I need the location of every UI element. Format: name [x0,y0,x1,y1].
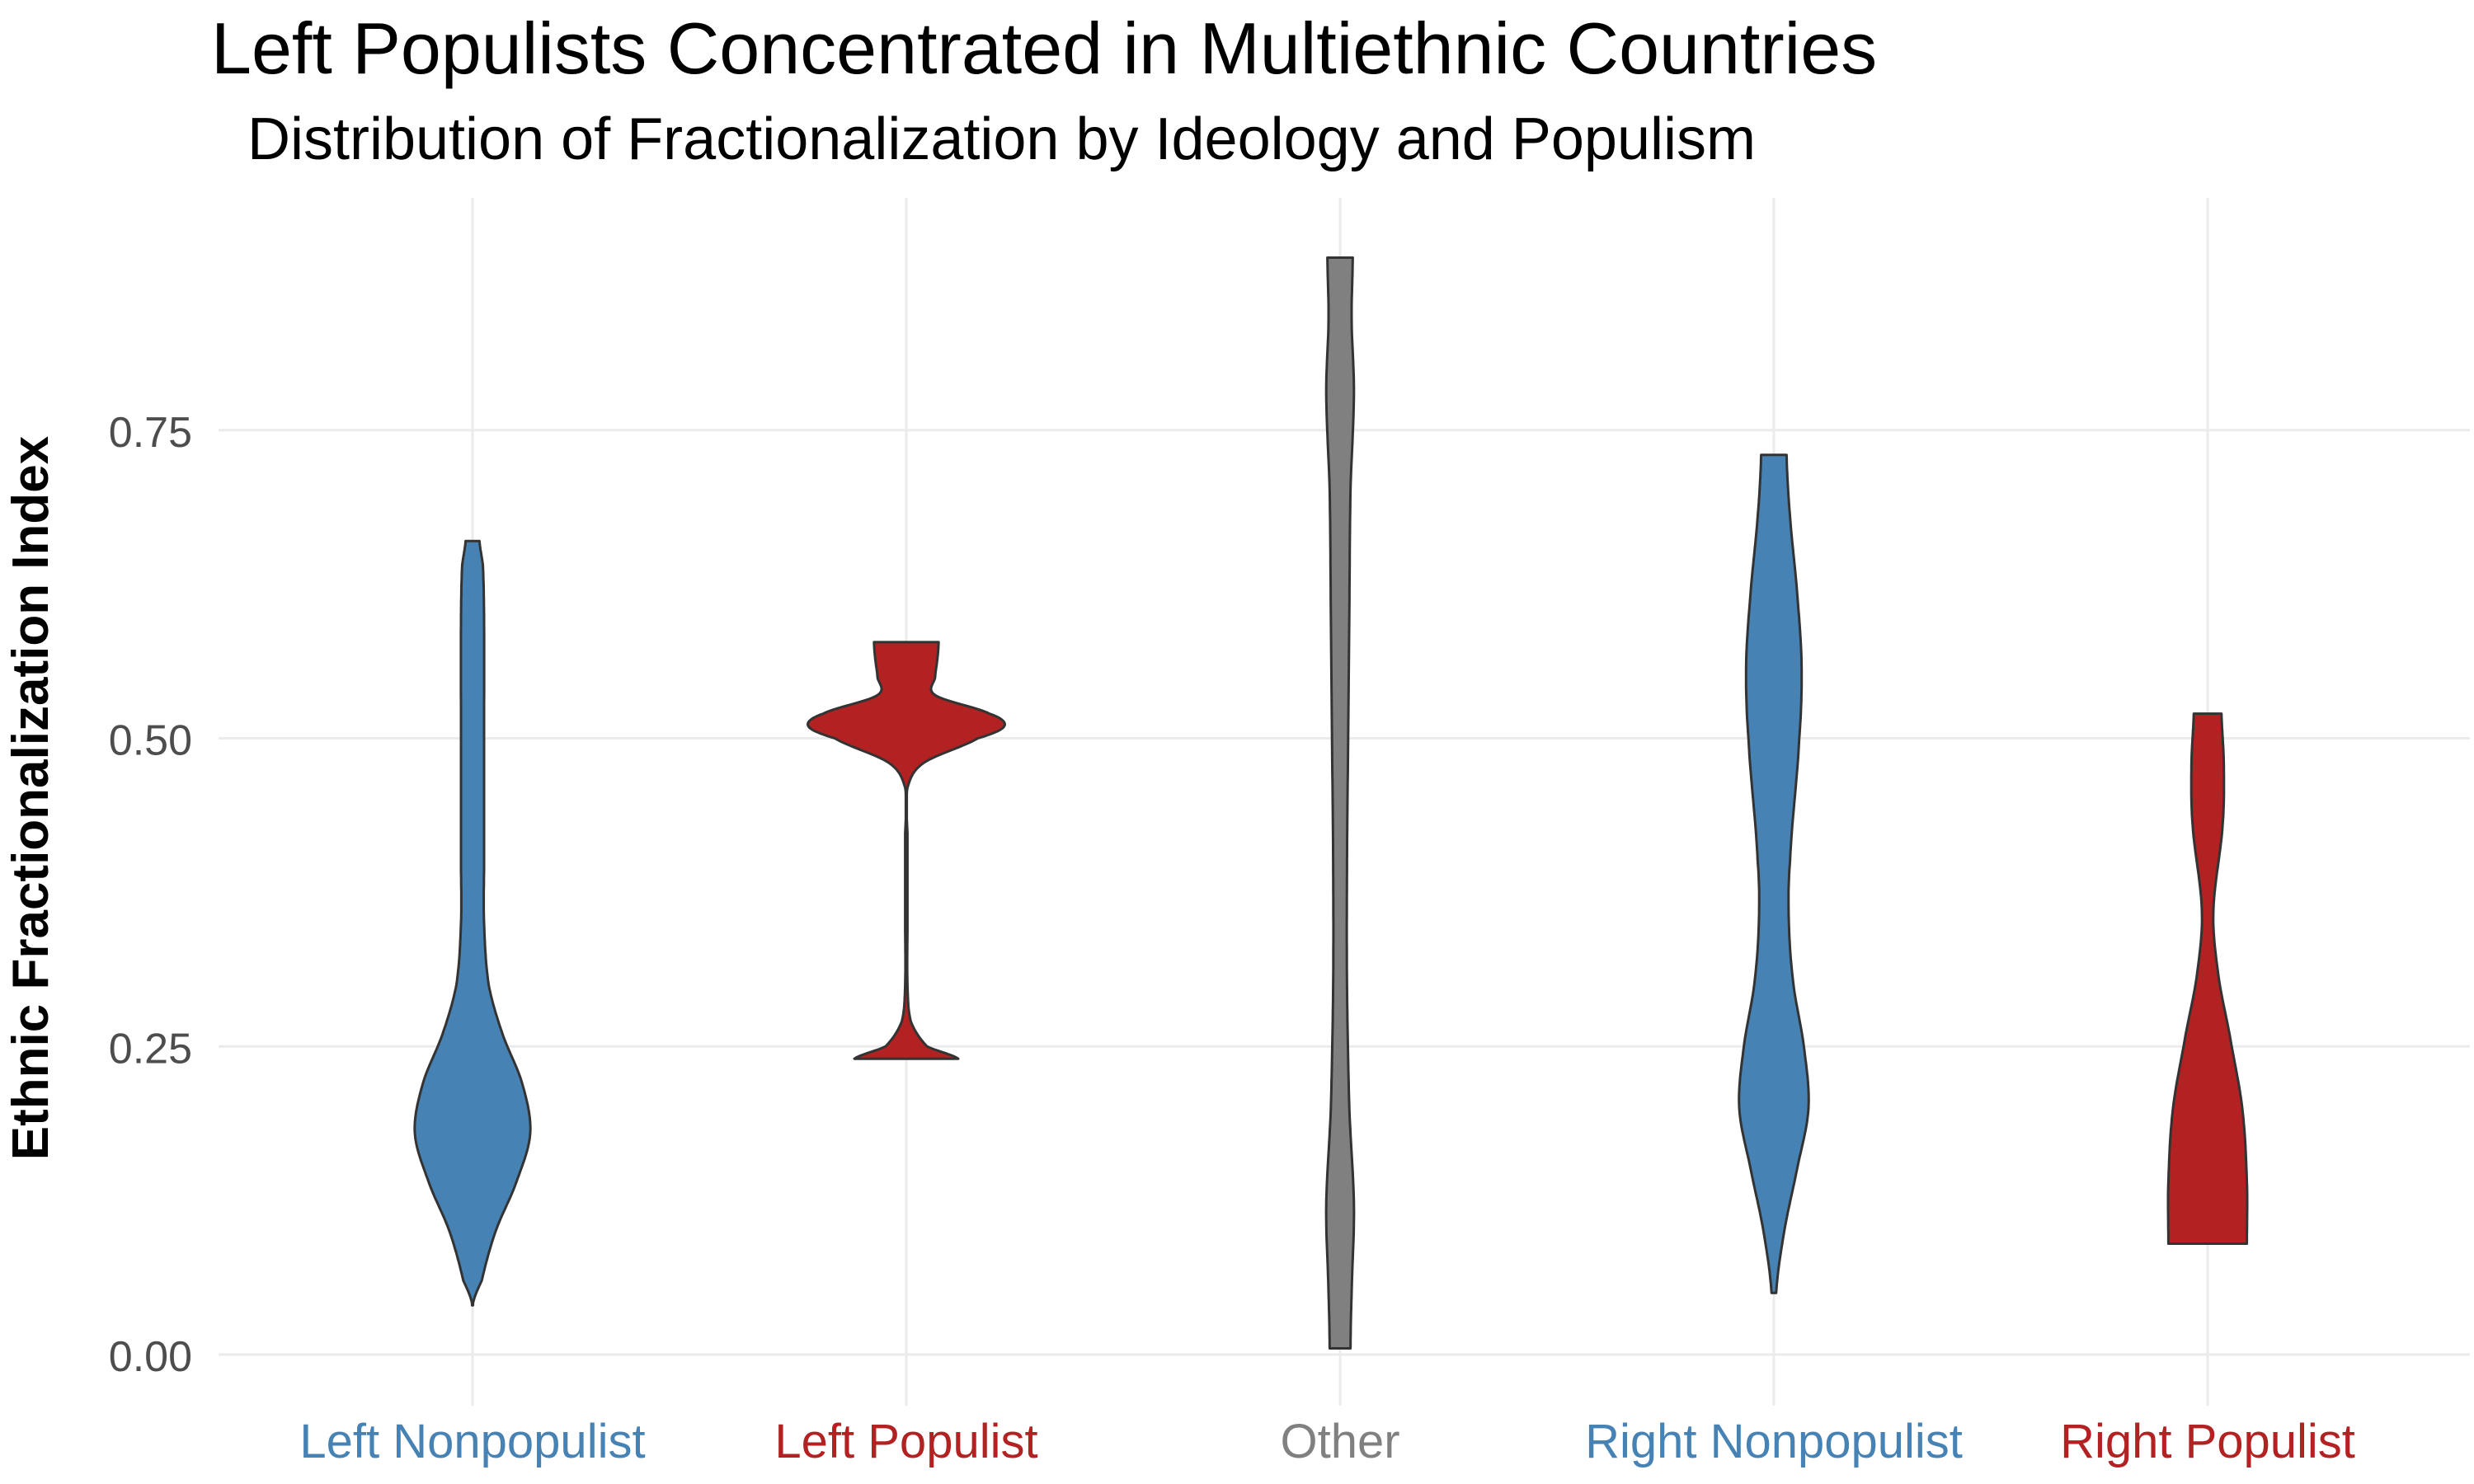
y-tick-label: 0.75 [109,409,192,457]
y-tick-label: 0.25 [109,1025,192,1073]
violin-left-populist [807,641,1006,1060]
y-tick-label: 0.00 [109,1333,192,1381]
x-tick-labels: Left Nonpopulist Left Populist Other Right … [299,1415,2355,1468]
x-tick-label-other: Other [1280,1415,1399,1468]
violin-layer [413,256,2249,1350]
x-tick-label-right-nonpopulist: Right Nonpopulist [1585,1415,1963,1468]
chart-subtitle: Distribution of Fractionalization by Ide… [247,106,1756,172]
violin-other [1324,256,1356,1350]
chart-title: Left Populists Concentrated in Multiethn… [211,7,1878,89]
y-tick-labels: 0.00 0.25 0.50 0.75 [109,409,192,1381]
x-tick-label-left-nonpopulist: Left Nonpopulist [299,1415,645,1468]
violin-right-populist [2166,712,2249,1245]
violin-right-nonpopulist [1738,453,1810,1294]
x-tick-label-left-populist: Left Populist [774,1415,1037,1468]
y-tick-label: 0.50 [109,717,192,765]
x-tick-label-right-populist: Right Populist [2060,1415,2355,1468]
violin-left-nonpopulist [413,539,532,1307]
y-axis-label: Ethnic Fractionalization Index [2,435,59,1160]
